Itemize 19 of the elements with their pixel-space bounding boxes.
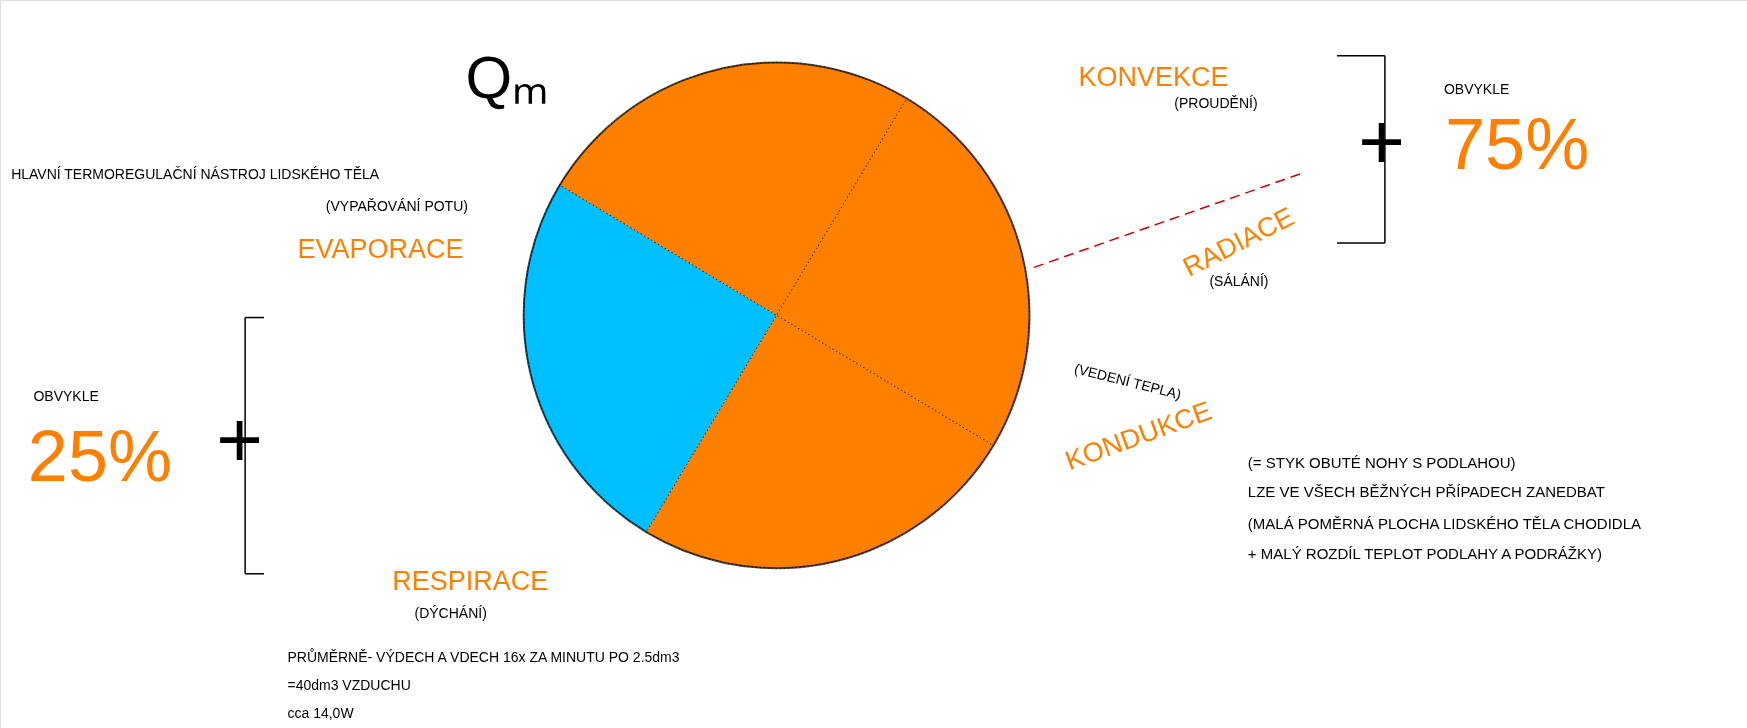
text: PRŮMĚRNĚ- VÝDECH A VDECH 16x ZA MINUTU PO 2.5dm3 <box>287 648 680 666</box>
text: (= STYK OBUTÉ NOHY S PODLAHOU) <box>1247 454 1516 472</box>
text: KONVEKCE <box>1078 61 1229 92</box>
text: (DÝCHÁNÍ) <box>414 604 487 621</box>
text: (PROUDĚNÍ) <box>1174 94 1258 111</box>
text: 75% <box>1445 104 1590 185</box>
text: cca 14,0W <box>287 705 355 722</box>
text: HLAVNÍ TERMOREGULAČNÍ NÁSTROJ LIDSKÉHO TĚLA <box>11 165 380 182</box>
text: (MALÁ POMĚRNÁ PLOCHA LIDSKÉHO TĚLA CHODIDLA <box>1247 514 1642 532</box>
chart-title: Qₘ <box>465 44 549 112</box>
text: EVAPORACE <box>297 233 464 264</box>
text: OBVYKLE <box>1443 81 1510 98</box>
text: RESPIRACE <box>392 565 549 596</box>
text: (VYPAŘOVÁNÍ POTU) <box>325 198 468 215</box>
text: 25% <box>27 416 172 497</box>
text: OBVYKLE <box>33 387 99 404</box>
text: + MALÝ ROZDÍL TEPLOT PODLAHY A PODRÁŽKY) <box>1247 544 1602 562</box>
text: LZE VE VŠECH BĚŽNÝCH PŘÍPADECH ZANEDBAT <box>1247 483 1605 501</box>
text: =40dm3 VZDUCHU <box>287 677 411 694</box>
